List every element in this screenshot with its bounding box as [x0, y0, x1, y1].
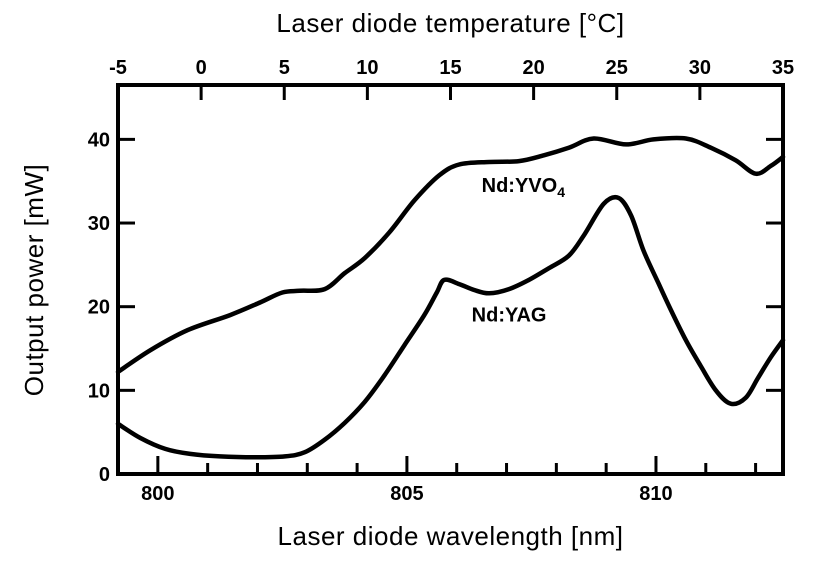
left-axis-tick-label: 10: [88, 380, 110, 402]
left-axis-tick-label: 0: [99, 464, 110, 486]
bottom-axis-tick-label: 800: [141, 483, 174, 505]
top-axis-tick-label: 0: [196, 57, 207, 79]
left-axis-tick-label: 30: [88, 213, 110, 235]
top-axis-tick-label: 20: [523, 57, 545, 79]
left-axis-title: Output power [mW]: [19, 163, 49, 397]
top-axis-title: Laser diode temperature [°C]: [276, 8, 625, 38]
plot-frame: [116, 83, 785, 476]
top-axis-tick-label: 25: [606, 57, 628, 79]
series-label-nd-yag: Nd:YAG: [472, 305, 547, 327]
top-axis-tick-label: 15: [439, 57, 461, 79]
top-axis-tick-label: -5: [109, 57, 127, 79]
series-label-nd-yvo4: Nd:YVO4: [482, 175, 566, 200]
top-axis-tick-label: 5: [279, 57, 290, 79]
series-curve-nd-yvo4: [115, 135, 786, 375]
bottom-axis-tick-label: 805: [390, 483, 423, 505]
top-axis-tick-label: 30: [689, 57, 711, 79]
bottom-axis-tick-label: 810: [639, 483, 672, 505]
left-axis-tick-label: 40: [88, 129, 110, 151]
series-curve-nd-yag: [115, 194, 786, 460]
top-axis-tick-label: 10: [356, 57, 378, 79]
top-axis-tick-label: 35: [772, 57, 794, 79]
left-axis-tick-label: 20: [88, 297, 110, 319]
bottom-axis-title: Laser diode wavelength [nm]: [277, 521, 624, 551]
